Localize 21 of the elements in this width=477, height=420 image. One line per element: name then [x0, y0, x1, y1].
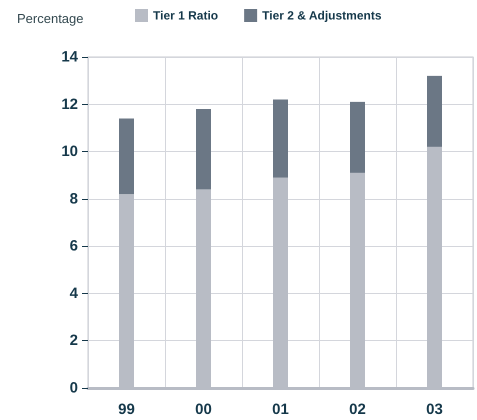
- y-tick-label: 6: [70, 238, 78, 255]
- legend-label: Tier 2 & Adjustments: [262, 8, 382, 22]
- y-tick-label: 2: [70, 332, 78, 350]
- bar: [427, 76, 442, 147]
- y-tick-label: 0: [70, 380, 78, 396]
- legend-label: Tier 1 Ratio: [153, 8, 218, 22]
- bar: [119, 118, 134, 194]
- y-tick-label: 4: [70, 284, 79, 302]
- bar: [196, 109, 211, 190]
- y-tick-label: 14: [61, 48, 79, 66]
- x-tick-label: 03: [426, 401, 443, 418]
- bar: [350, 102, 365, 173]
- y-axis-title: Percentage: [17, 11, 84, 26]
- y-tick-label: 10: [61, 143, 78, 160]
- y-tick-label: 8: [70, 190, 78, 208]
- x-tick-label: 00: [195, 401, 212, 418]
- x-tick-label: 02: [349, 401, 366, 418]
- bar: [273, 100, 288, 178]
- x-tick-label: 01: [272, 401, 289, 418]
- x-tick-label: 99: [118, 401, 135, 418]
- y-tick-label: 12: [61, 96, 78, 113]
